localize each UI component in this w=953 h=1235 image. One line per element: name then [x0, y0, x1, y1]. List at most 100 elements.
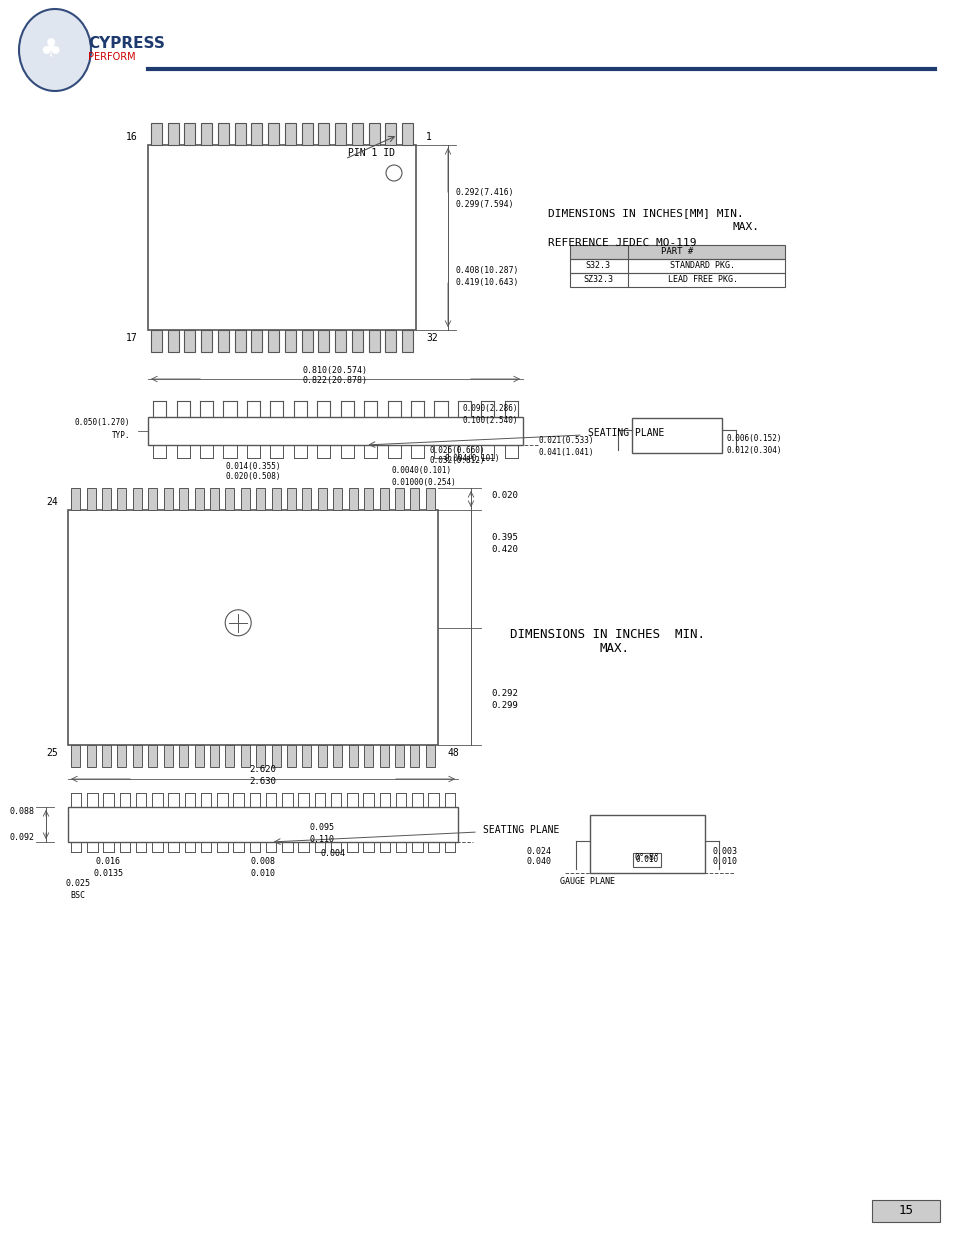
- Bar: [194, 488, 203, 510]
- Text: 0.024: 0.024: [526, 846, 552, 856]
- Bar: [368, 124, 379, 144]
- Bar: [302, 488, 311, 510]
- Bar: [287, 488, 295, 510]
- Text: 2.630: 2.630: [250, 777, 276, 785]
- Text: SEATING PLANE: SEATING PLANE: [587, 429, 663, 438]
- Bar: [272, 745, 280, 767]
- Text: 24: 24: [46, 496, 58, 508]
- Bar: [569, 273, 784, 287]
- Text: SZ32.3: SZ32.3: [582, 275, 613, 284]
- Bar: [569, 259, 784, 273]
- Text: 0.050(1.270): 0.050(1.270): [74, 419, 130, 427]
- Text: 0.01000(0.254): 0.01000(0.254): [392, 478, 456, 487]
- Bar: [217, 124, 229, 144]
- Text: 0.110: 0.110: [310, 835, 335, 844]
- Text: 0.088: 0.088: [9, 806, 34, 815]
- Bar: [631, 417, 721, 453]
- Bar: [385, 124, 395, 144]
- Bar: [402, 124, 413, 144]
- Bar: [184, 330, 195, 352]
- Text: 0.012(0.304): 0.012(0.304): [726, 446, 781, 454]
- Bar: [349, 488, 357, 510]
- Bar: [225, 488, 234, 510]
- Bar: [251, 124, 262, 144]
- Text: BSC: BSC: [71, 890, 86, 899]
- Bar: [379, 745, 388, 767]
- Text: 0.004: 0.004: [320, 850, 345, 858]
- Bar: [410, 745, 419, 767]
- Text: 0.0135: 0.0135: [92, 868, 123, 878]
- Bar: [201, 330, 212, 352]
- Bar: [569, 245, 784, 259]
- Text: CYPRESS: CYPRESS: [88, 37, 165, 52]
- Bar: [87, 488, 95, 510]
- Bar: [285, 330, 295, 352]
- Text: 0.299: 0.299: [491, 700, 517, 709]
- Bar: [589, 815, 704, 873]
- Bar: [333, 745, 342, 767]
- Text: 0.292(7.416): 0.292(7.416): [456, 189, 514, 198]
- Bar: [148, 488, 157, 510]
- Bar: [117, 488, 127, 510]
- Bar: [148, 745, 157, 767]
- Text: 1: 1: [426, 132, 432, 142]
- Bar: [379, 488, 388, 510]
- Bar: [335, 124, 346, 144]
- Bar: [268, 124, 279, 144]
- Text: 0°~8°: 0°~8°: [635, 852, 659, 862]
- Bar: [349, 745, 357, 767]
- Bar: [151, 330, 162, 352]
- Bar: [184, 124, 195, 144]
- Text: 0.014(0.355): 0.014(0.355): [226, 462, 281, 471]
- Bar: [364, 488, 373, 510]
- Bar: [256, 488, 265, 510]
- Bar: [68, 510, 437, 745]
- Text: 16: 16: [126, 132, 138, 142]
- Text: 0.008: 0.008: [251, 857, 275, 867]
- Text: 0.032(0.812): 0.032(0.812): [430, 456, 485, 464]
- Text: TYP.: TYP.: [112, 431, 130, 440]
- Bar: [251, 330, 262, 352]
- Text: 0.041(1.041): 0.041(1.041): [537, 447, 594, 457]
- Bar: [225, 745, 234, 767]
- Bar: [256, 745, 265, 767]
- Text: 0.020(0.508): 0.020(0.508): [226, 473, 281, 482]
- Bar: [287, 745, 295, 767]
- Bar: [234, 330, 245, 352]
- Bar: [395, 488, 403, 510]
- Bar: [234, 124, 245, 144]
- Text: 0.420: 0.420: [491, 546, 517, 555]
- Text: 17: 17: [126, 333, 138, 343]
- Text: DIMENSIONS IN INCHES[MM] MIN.: DIMENSIONS IN INCHES[MM] MIN.: [547, 207, 743, 219]
- Bar: [210, 745, 219, 767]
- Bar: [285, 124, 295, 144]
- Text: 0.095: 0.095: [310, 824, 335, 832]
- Text: 0.010: 0.010: [636, 856, 659, 864]
- Text: 0.026(0.660): 0.026(0.660): [430, 446, 485, 454]
- Bar: [102, 488, 111, 510]
- Text: SEATING PLANE: SEATING PLANE: [482, 825, 558, 835]
- Bar: [148, 144, 416, 330]
- Bar: [317, 745, 327, 767]
- Text: STANDARD PKG.: STANDARD PKG.: [670, 262, 735, 270]
- Bar: [301, 124, 313, 144]
- Bar: [317, 488, 327, 510]
- Bar: [164, 488, 172, 510]
- Bar: [68, 806, 457, 842]
- Bar: [318, 124, 329, 144]
- Text: 0.419(10.643): 0.419(10.643): [456, 278, 518, 287]
- Bar: [333, 488, 342, 510]
- Bar: [102, 745, 111, 767]
- Text: 0.292: 0.292: [491, 688, 517, 698]
- Text: 0.810(20.574): 0.810(20.574): [303, 366, 368, 374]
- Bar: [168, 330, 178, 352]
- Bar: [179, 488, 188, 510]
- Text: 0.004(0.101): 0.004(0.101): [444, 454, 500, 463]
- Bar: [425, 745, 435, 767]
- Bar: [410, 488, 419, 510]
- Text: PERFORM: PERFORM: [88, 52, 135, 62]
- Text: 0.040: 0.040: [526, 857, 552, 867]
- Bar: [402, 330, 413, 352]
- Bar: [302, 745, 311, 767]
- Bar: [132, 745, 142, 767]
